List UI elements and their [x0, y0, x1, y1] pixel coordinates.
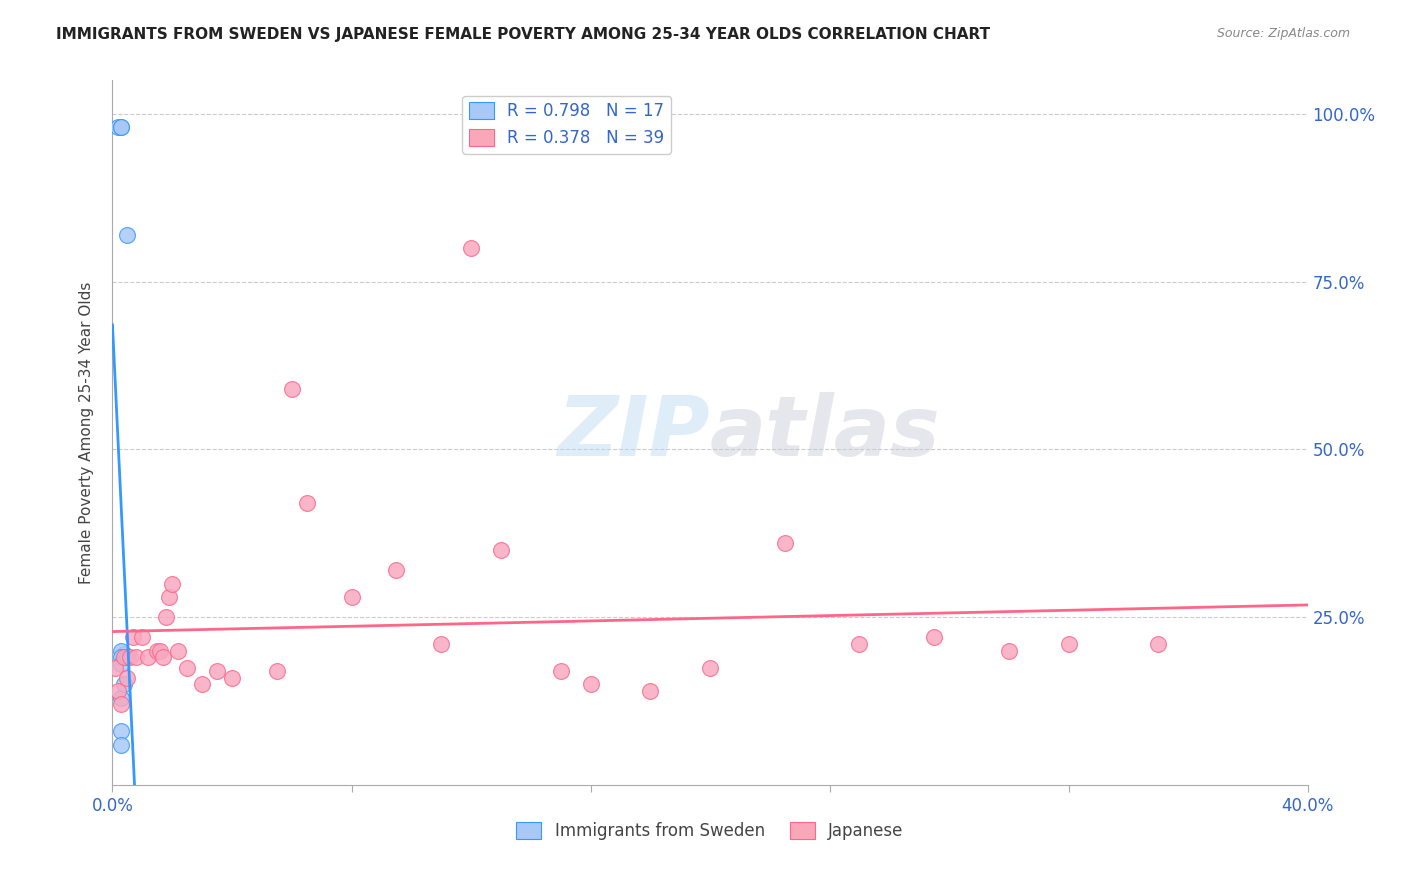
Point [114, 647, 135, 661]
Point [125, 650, 148, 665]
Point [998, 644, 1021, 658]
Text: atlas: atlas [710, 392, 941, 473]
Point [460, 241, 482, 255]
Point [117, 671, 139, 685]
Point [579, 677, 602, 691]
Point [110, 724, 132, 739]
Point [191, 677, 214, 691]
Point [205, 664, 228, 678]
Point [221, 671, 243, 685]
Point [167, 644, 190, 658]
Point [110, 120, 132, 135]
Point [107, 684, 129, 698]
Point [110, 644, 132, 658]
Text: ZIP: ZIP [557, 392, 710, 473]
Point [114, 650, 135, 665]
Point [110, 120, 132, 135]
Point [157, 590, 180, 604]
Point [162, 576, 183, 591]
Point [149, 644, 172, 658]
Point [117, 227, 139, 242]
Point [699, 660, 721, 674]
Point [550, 664, 572, 678]
Point [117, 650, 139, 665]
Point [114, 650, 135, 665]
Point [155, 610, 177, 624]
Point [281, 382, 304, 396]
Point [110, 650, 132, 665]
Point [122, 630, 145, 644]
Point [176, 660, 198, 674]
Point [385, 563, 408, 577]
Point [340, 590, 363, 604]
Y-axis label: Female Poverty Among 25-34 Year Olds: Female Poverty Among 25-34 Year Olds [79, 282, 94, 583]
Point [152, 650, 174, 665]
Point [1057, 637, 1080, 651]
Point [110, 738, 132, 752]
Point [110, 690, 132, 705]
Point [848, 637, 870, 651]
Point [138, 650, 160, 665]
Point [430, 637, 453, 651]
Point [1147, 637, 1170, 651]
Point [117, 650, 139, 665]
Point [117, 650, 139, 665]
Point [773, 536, 796, 550]
Point [110, 698, 132, 712]
Point [295, 496, 318, 510]
Point [120, 650, 142, 665]
Point [131, 630, 153, 644]
Text: IMMIGRANTS FROM SWEDEN VS JAPANESE FEMALE POVERTY AMONG 25-34 YEAR OLDS CORRELAT: IMMIGRANTS FROM SWEDEN VS JAPANESE FEMAL… [56, 27, 990, 42]
Point [107, 120, 129, 135]
Point [146, 644, 169, 658]
Point [114, 677, 135, 691]
Point [266, 664, 288, 678]
Point [489, 543, 512, 558]
Point [922, 630, 945, 644]
Point [114, 650, 135, 665]
Text: Source: ZipAtlas.com: Source: ZipAtlas.com [1216, 27, 1350, 40]
Point [110, 657, 132, 672]
Point [640, 684, 662, 698]
Legend: Immigrants from Sweden, Japanese: Immigrants from Sweden, Japanese [510, 815, 910, 847]
Point [104, 660, 127, 674]
